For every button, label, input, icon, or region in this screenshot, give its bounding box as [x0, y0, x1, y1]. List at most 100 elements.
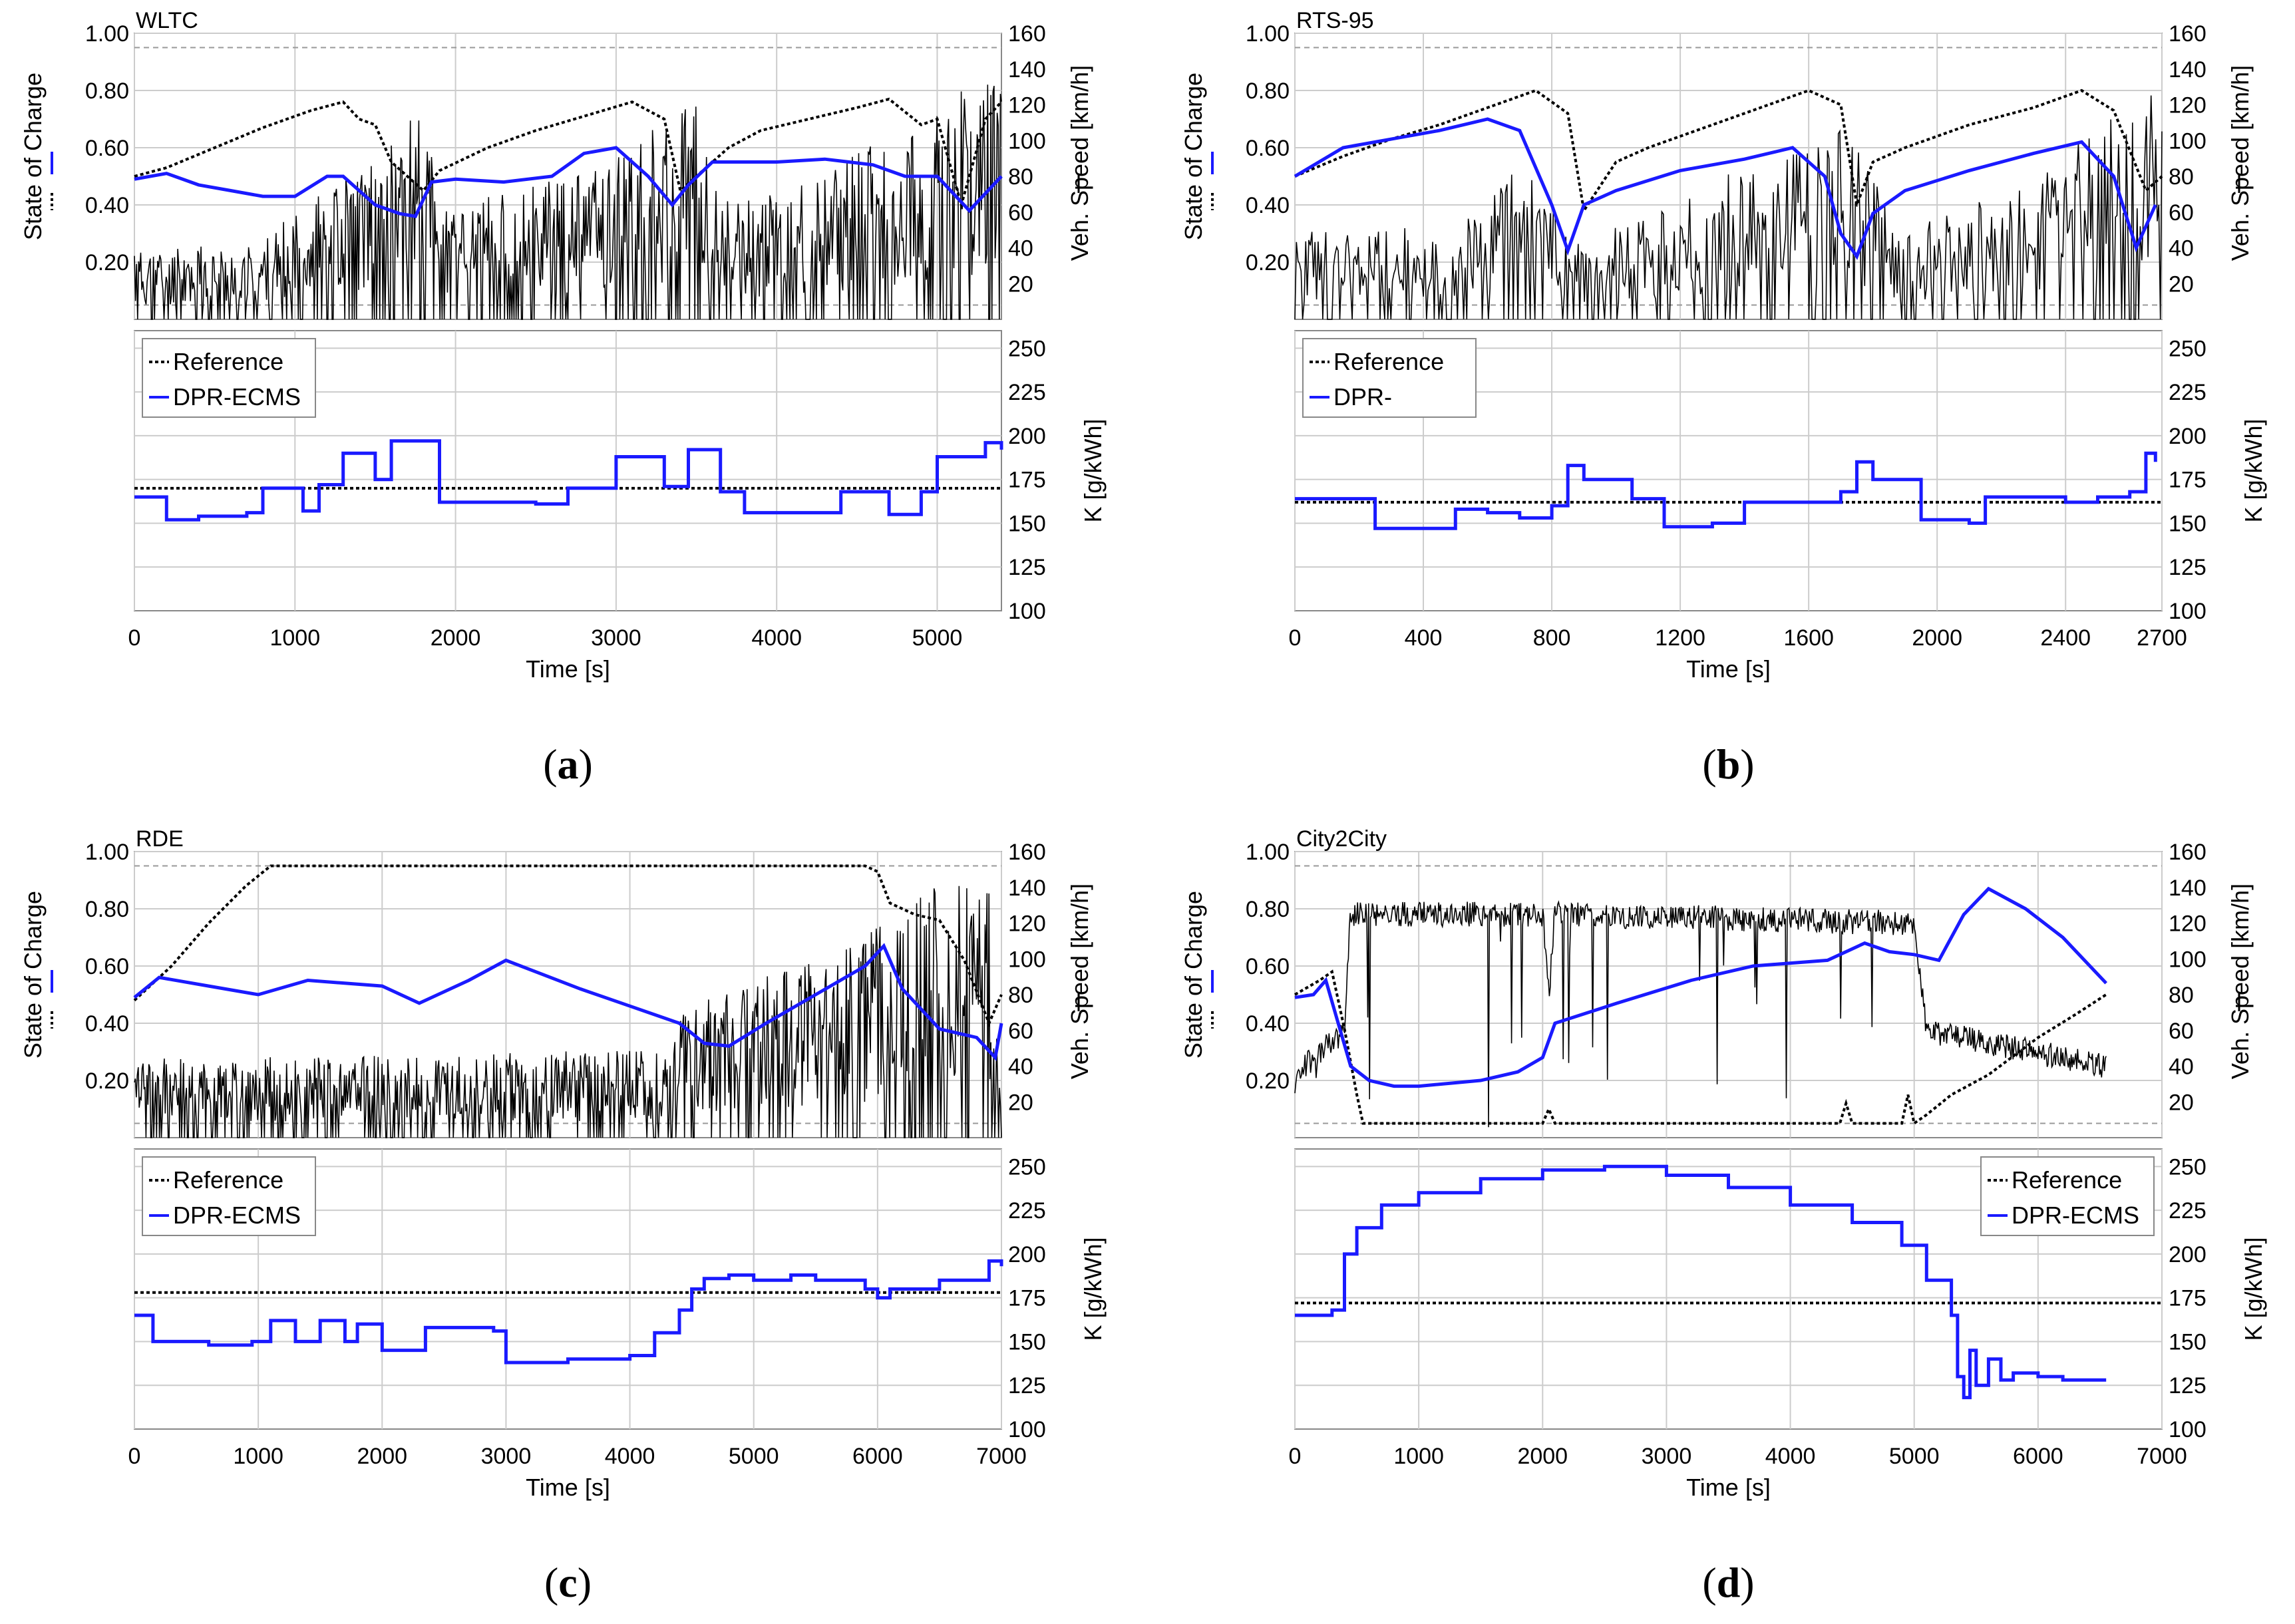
vehicle-speed-line: [1294, 95, 2163, 320]
k-tick-label: 225: [2169, 380, 2207, 405]
panel-d: 0 1000 2000 3000 4000 5000 6000 7000 0.20 0.40 0.6…: [1180, 826, 2267, 1606]
x-tick-label: 1000: [1393, 1444, 1444, 1469]
x-tick-label: 2400: [2040, 625, 2091, 651]
speed-axis-label: Veh. Speed [km/h]: [1066, 884, 1093, 1079]
speed-tick-label: 140: [2169, 876, 2207, 901]
panel-caption: (a): [543, 740, 593, 788]
k-tick-label: 150: [2169, 511, 2207, 536]
soc-tick-label: 0.20: [1246, 250, 1290, 275]
speed-tick-label: 40: [1008, 1055, 1033, 1080]
k-tick-label: 100: [2169, 599, 2207, 624]
soc-reference-line: [133, 864, 1003, 1027]
x-tick-label: 5000: [1889, 1444, 1940, 1469]
speed-tick-label: 140: [1008, 57, 1046, 82]
legend-dpr-label: DPR-ECMS: [2012, 1202, 2139, 1229]
x-tick-label: 5000: [729, 1444, 779, 1469]
speed-tick-label: 60: [1008, 200, 1033, 226]
k-tick-label: 225: [1008, 380, 1046, 405]
k-dpr-line: [134, 439, 1003, 522]
x-tick-label: 1200: [1655, 625, 1705, 651]
k-tick-label: 225: [1008, 1198, 1046, 1223]
legend-dpr-label: DPR-: [1333, 383, 1392, 410]
k-tick-label: 175: [1008, 468, 1046, 493]
x-tick-label: 1000: [269, 625, 320, 651]
soc-axis-label: State of Charge: [19, 73, 47, 240]
x-tick-label: 3000: [591, 625, 641, 651]
k-tick-label: 100: [1008, 1417, 1046, 1442]
k-tick-label: 250: [2169, 336, 2207, 361]
soc-dpr-line: [1294, 886, 2108, 1088]
soc-tick-label: 0.20: [1246, 1068, 1290, 1094]
soc-tick-label: 0.60: [85, 954, 129, 979]
soc-tick-label: 0.60: [1246, 954, 1290, 979]
soc-tick-label: 0.60: [1246, 136, 1290, 161]
x-tick-label: 4000: [1765, 1444, 1816, 1469]
k-axis-label: K [g/kWh]: [1079, 418, 1107, 522]
legend-reference-label: Reference: [173, 348, 283, 375]
x-tick-label: 0: [128, 625, 141, 651]
soc-plot-frame: [134, 33, 1002, 320]
speed-tick-label: 80: [2169, 164, 2194, 190]
panel-caption: (b): [1702, 740, 1754, 788]
x-tick-label: 400: [1405, 625, 1443, 651]
soc-axis-label: State of Charge: [19, 891, 47, 1058]
soc-tick-label: 0.80: [1246, 897, 1290, 922]
x-tick-label: 0: [1289, 1444, 1302, 1469]
x-tick-label: 4000: [751, 625, 802, 651]
k-tick-label: 125: [1008, 1373, 1046, 1398]
soc-tick-label: 1.00: [85, 840, 129, 865]
k-tick-label: 200: [1008, 424, 1046, 449]
speed-tick-label: 40: [2169, 236, 2194, 261]
k-tick-label: 200: [2169, 1242, 2207, 1267]
k-tick-label: 250: [1008, 336, 1046, 361]
speed-tick-label: 60: [2169, 1019, 2194, 1044]
speed-tick-label: 160: [2169, 21, 2207, 47]
x-tick-label: 2000: [1517, 1444, 1568, 1469]
x-tick-label: 2700: [2137, 625, 2187, 651]
soc-tick-label: 0.40: [85, 193, 129, 218]
legend-box: [142, 1156, 316, 1236]
speed-axis-label: Veh. Speed [km/h]: [1066, 65, 1093, 261]
k-tick-label: 175: [1008, 1286, 1046, 1311]
k-tick-label: 150: [1008, 511, 1046, 536]
speed-tick-label: 40: [2169, 1055, 2194, 1080]
x-tick-label: 2000: [1912, 625, 1962, 651]
soc-tick-label: 0.20: [85, 250, 129, 275]
legend-box: [1980, 1156, 2155, 1236]
k-tick-label: 150: [2169, 1329, 2207, 1355]
legend-dpr-label: DPR-ECMS: [173, 1202, 301, 1229]
soc-axis-label: State of Charge: [1180, 891, 1207, 1058]
speed-tick-label: 120: [2169, 911, 2207, 937]
soc-reference-line: [1294, 969, 2107, 1126]
speed-tick-label: 20: [1008, 1090, 1033, 1115]
x-tick-label: 4000: [605, 1444, 655, 1469]
speed-tick-label: 20: [2169, 271, 2194, 297]
panel-caption: (c): [544, 1559, 592, 1606]
k-tick-label: 100: [2169, 1417, 2207, 1442]
x-tick-label: 7000: [2137, 1444, 2187, 1469]
k-dpr-line: [134, 1259, 1003, 1365]
soc-tick-label: 0.40: [1246, 193, 1290, 218]
vehicle-speed-line: [134, 886, 1002, 1138]
speed-tick-label: 100: [1008, 947, 1046, 972]
soc-tick-label: 0.80: [85, 79, 129, 104]
soc-dpr-line: [134, 146, 1003, 218]
k-dpr-line: [1295, 1164, 2107, 1400]
x-tick-label: 6000: [2013, 1444, 2063, 1469]
x-tick-label: 0: [128, 1444, 141, 1469]
soc-dpr-line: [133, 943, 1003, 1061]
k-axis-label: K [g/kWh]: [2240, 1237, 2267, 1341]
x-tick-label: 5000: [912, 625, 963, 651]
k-tick-label: 200: [2169, 424, 2207, 449]
k-tick-label: 225: [2169, 1198, 2207, 1223]
speed-tick-label: 40: [1008, 236, 1033, 261]
speed-tick-label: 160: [1008, 840, 1046, 865]
x-tick-label: 2000: [357, 1444, 407, 1469]
legend-reference-label: Reference: [2012, 1166, 2122, 1194]
panel-title: RDE: [136, 826, 184, 852]
soc-axis-label: State of Charge: [1180, 73, 1207, 240]
k-tick-label: 100: [1008, 599, 1046, 624]
soc-tick-label: 0.40: [1246, 1011, 1290, 1037]
time-axis-label: Time [s]: [526, 1474, 610, 1501]
